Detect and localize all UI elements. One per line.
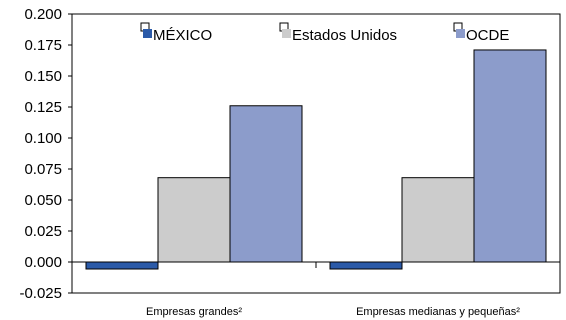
y-tick-label: 0.075: [24, 161, 62, 178]
y-tick-label: 0.200: [24, 6, 62, 23]
y-tick-label: 0.025: [24, 223, 62, 240]
y-tick-label: 0.175: [24, 37, 62, 54]
bar-m-xico-0: [85, 261, 159, 270]
legend-label: Estados Unidos: [292, 27, 397, 44]
x-category-label: Empresas grandes²: [146, 306, 242, 318]
bar-estados-unidos-0: [157, 177, 231, 263]
legend: MÉXICO Estados Unidos OCDE: [140, 22, 509, 44]
bars: [85, 49, 547, 270]
y-tick-label: 0.125: [24, 99, 62, 116]
legend-swatch: [282, 29, 291, 38]
x-axis-category-labels: Empresas grandes² Empresas medianas y peq…: [146, 306, 520, 318]
legend-label: OCDE: [466, 27, 509, 44]
y-tick-label: 0.100: [24, 130, 62, 147]
legend-swatch: [456, 29, 465, 38]
y-tick-label: 0.050: [24, 192, 62, 209]
x-category-label: Empresas medianas y pequeñas²: [356, 306, 520, 318]
bar-m-xico-1: [329, 261, 403, 270]
legend-label: MÉXICO: [153, 27, 212, 44]
y-tick-label: -0.025: [19, 285, 62, 302]
legend-swatch: [143, 29, 152, 38]
y-tick-label: 0.150: [24, 68, 62, 85]
bar-ocde-1: [473, 49, 547, 263]
bar-ocde-0: [229, 105, 303, 263]
y-axis-ticks: 0.200 0.175 0.150 0.125 0.100 0.075 0.050 0.025…: [19, 6, 72, 302]
y-tick-label: 0.000: [24, 254, 62, 271]
bar-estados-unidos-1: [401, 177, 475, 263]
